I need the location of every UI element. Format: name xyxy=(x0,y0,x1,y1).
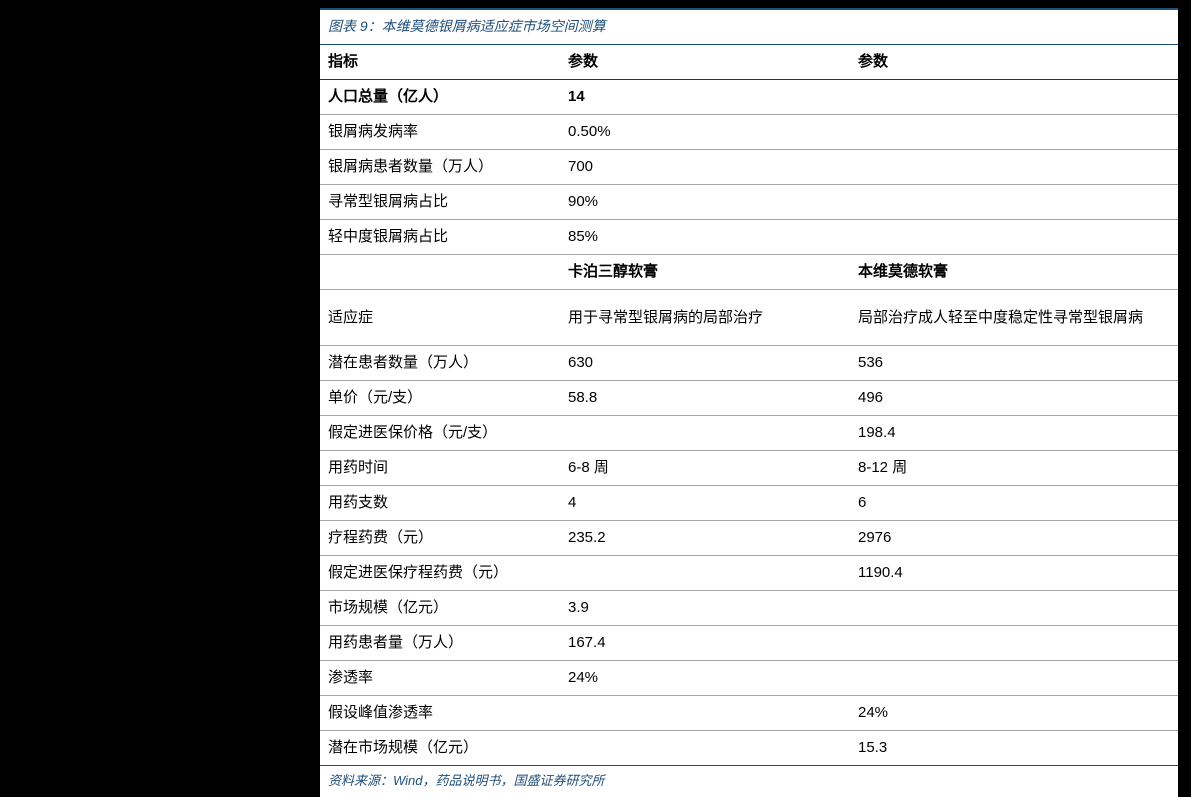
cell-indicator: 银屑病发病率 xyxy=(320,115,560,149)
table-row: 潜在患者数量（万人）630536 xyxy=(320,346,1178,381)
cell-param2 xyxy=(850,197,1178,207)
cell-indicator: 潜在市场规模（亿元） xyxy=(320,731,560,765)
cell-indicator: 寻常型银屑病占比 xyxy=(320,185,560,219)
cell-param1: 14 xyxy=(560,80,850,114)
table-row: 假定进医保价格（元/支） 198.4 xyxy=(320,416,1178,451)
cell-param2 xyxy=(850,162,1178,172)
cell-param1: 167.4 xyxy=(560,626,850,660)
cell-param1: 630 xyxy=(560,346,850,380)
cell-param1: 3.9 xyxy=(560,591,850,625)
table-row: 银屑病患者数量（万人）700 xyxy=(320,150,1178,185)
cell-indicator: 假设峰值渗透率 xyxy=(320,696,560,730)
table-row: 潜在市场规模（亿元） 15.3 xyxy=(320,731,1178,765)
table-body: 指标 参数 参数 人口总量（亿人）14银屑病发病率0.50%银屑病患者数量（万人… xyxy=(320,45,1178,765)
market-estimation-table: 图表 9：本维莫德银屑病适应症市场空间测算 指标 参数 参数 人口总量（亿人）1… xyxy=(320,8,1178,797)
cell-param2 xyxy=(850,638,1178,648)
cell-indicator: 用药患者量（万人） xyxy=(320,626,560,660)
cell-indicator: 人口总量（亿人） xyxy=(320,80,560,114)
cell-param2: 6 xyxy=(850,486,1178,520)
cell-indicator: 适应症 xyxy=(320,301,560,335)
cell-param1: 85% xyxy=(560,220,850,254)
cell-param1: 用于寻常型银屑病的局部治疗 xyxy=(560,301,850,335)
table-row: 用药患者量（万人）167.4 xyxy=(320,626,1178,661)
cell-param1: 235.2 xyxy=(560,521,850,555)
cell-param2: 局部治疗成人轻至中度稳定性寻常型银屑病 xyxy=(850,301,1178,335)
header-param1: 参数 xyxy=(560,45,850,79)
cell-indicator: 潜在患者数量（万人） xyxy=(320,346,560,380)
header-param2: 参数 xyxy=(850,45,1178,79)
cell-param1: 卡泊三醇软膏 xyxy=(560,255,850,289)
table-row: 市场规模（亿元）3.9 xyxy=(320,591,1178,626)
cell-param2: 496 xyxy=(850,381,1178,415)
cell-indicator: 假定进医保疗程药费（元） xyxy=(320,556,560,590)
table-row: 卡泊三醇软膏本维莫德软膏 xyxy=(320,255,1178,290)
cell-param1: 0.50% xyxy=(560,115,850,149)
cell-indicator: 疗程药费（元） xyxy=(320,521,560,555)
cell-param1 xyxy=(560,743,850,753)
cell-param1: 58.8 xyxy=(560,381,850,415)
table-row: 单价（元/支）58.8496 xyxy=(320,381,1178,416)
table-row: 渗透率24% xyxy=(320,661,1178,696)
cell-param2: 536 xyxy=(850,346,1178,380)
table-row: 用药时间6-8 周8-12 周 xyxy=(320,451,1178,486)
table-row: 寻常型银屑病占比90% xyxy=(320,185,1178,220)
table-row: 疗程药费（元）235.22976 xyxy=(320,521,1178,556)
table-source-note: 资料来源：Wind，药品说明书，国盛证券研究所 xyxy=(320,765,1178,797)
table-row: 银屑病发病率0.50% xyxy=(320,115,1178,150)
cell-indicator: 用药时间 xyxy=(320,451,560,485)
cell-param2: 15.3 xyxy=(850,731,1178,765)
cell-param2: 8-12 周 xyxy=(850,451,1178,485)
table-row: 用药支数46 xyxy=(320,486,1178,521)
cell-param2 xyxy=(850,92,1178,102)
cell-param1: 90% xyxy=(560,185,850,219)
header-indicator: 指标 xyxy=(320,45,560,79)
cell-indicator: 市场规模（亿元） xyxy=(320,591,560,625)
cell-indicator: 单价（元/支） xyxy=(320,381,560,415)
cell-param2: 24% xyxy=(850,696,1178,730)
cell-param1: 24% xyxy=(560,661,850,695)
cell-param1: 700 xyxy=(560,150,850,184)
cell-indicator: 渗透率 xyxy=(320,661,560,695)
cell-param1: 6-8 周 xyxy=(560,451,850,485)
table-header-row: 指标 参数 参数 xyxy=(320,45,1178,80)
cell-param2 xyxy=(850,127,1178,137)
cell-param1: 4 xyxy=(560,486,850,520)
cell-indicator: 假定进医保价格（元/支） xyxy=(320,416,560,450)
cell-param2: 1190.4 xyxy=(850,556,1178,590)
table-row: 人口总量（亿人）14 xyxy=(320,80,1178,115)
cell-param1 xyxy=(560,428,850,438)
cell-param2: 本维莫德软膏 xyxy=(850,255,1178,289)
cell-param2 xyxy=(850,673,1178,683)
cell-indicator xyxy=(320,267,560,277)
table-row: 假定进医保疗程药费（元） 1190.4 xyxy=(320,556,1178,591)
cell-param1 xyxy=(560,708,850,718)
table-row: 轻中度银屑病占比85% xyxy=(320,220,1178,255)
cell-indicator: 用药支数 xyxy=(320,486,560,520)
cell-param2: 198.4 xyxy=(850,416,1178,450)
cell-indicator: 轻中度银屑病占比 xyxy=(320,220,560,254)
table-caption: 图表 9：本维莫德银屑病适应症市场空间测算 xyxy=(320,8,1178,45)
table-row: 假设峰值渗透率 24% xyxy=(320,696,1178,731)
cell-indicator: 银屑病患者数量（万人） xyxy=(320,150,560,184)
cell-param2 xyxy=(850,232,1178,242)
cell-param2: 2976 xyxy=(850,521,1178,555)
table-row: 适应症用于寻常型银屑病的局部治疗局部治疗成人轻至中度稳定性寻常型银屑病 xyxy=(320,290,1178,346)
cell-param1 xyxy=(560,568,850,578)
cell-param2 xyxy=(850,603,1178,613)
